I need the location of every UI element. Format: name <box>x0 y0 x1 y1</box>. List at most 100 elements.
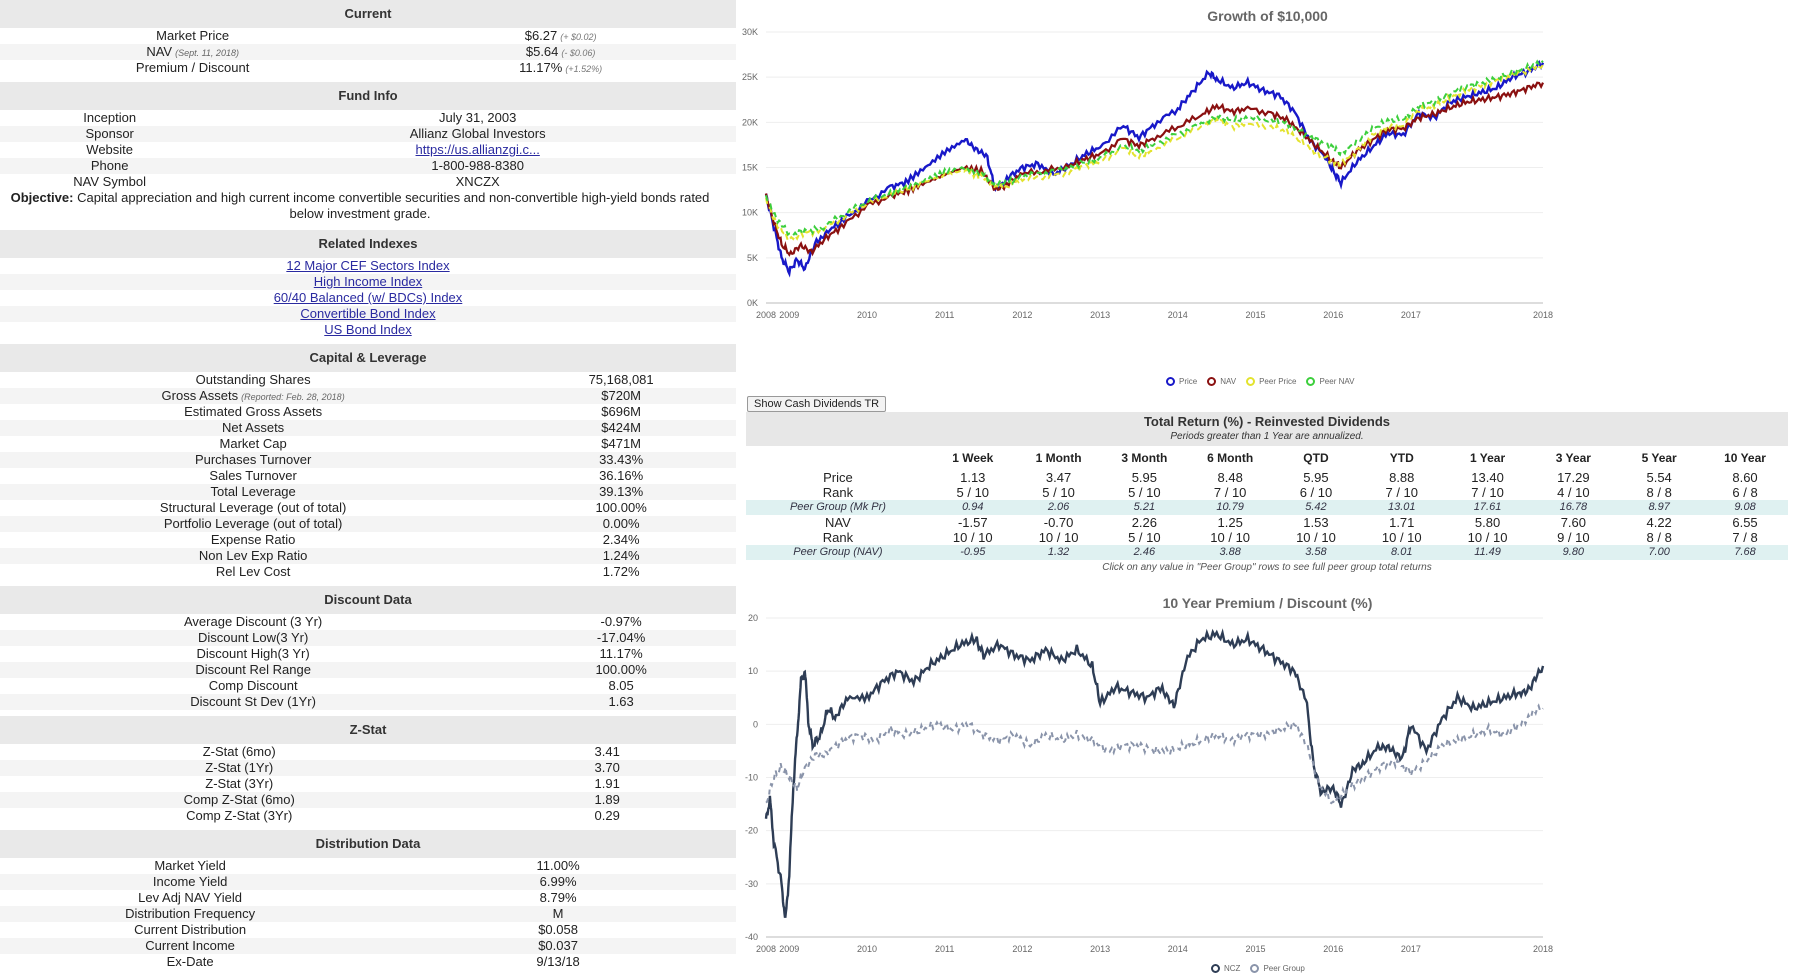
capital-leverage-value: 2.34% <box>602 532 640 547</box>
discount-data-value: 1.63 <box>608 694 634 709</box>
capital-leverage-label: Total Leverage <box>0 484 506 500</box>
show-cash-dividends-button[interactable]: Show Cash Dividends TR <box>747 396 887 412</box>
legend-marker-icon[interactable] <box>1207 377 1217 386</box>
legend-label[interactable]: Peer Price <box>1259 377 1297 386</box>
peer-group-value[interactable]: 8.01 <box>1358 545 1445 560</box>
x-tick-label: 2017 <box>1401 310 1421 320</box>
peer-group-value[interactable]: 10.79 <box>1187 500 1274 515</box>
fund-detail-panel: Current Market Price $6.27 (+ $0.02) NAV(… <box>0 0 736 970</box>
capital-leverage-value: $696M <box>601 404 641 419</box>
peer-group-value[interactable]: 8.97 <box>1616 500 1703 515</box>
fund-objective: Objective: Capital appreciation and high… <box>0 190 736 224</box>
distribution-data-label: Market Yield <box>0 858 380 874</box>
discount-data-row: Discount High(3 Yr) 11.17% <box>0 646 736 662</box>
discount-data-row: Discount Rel Range 100.00% <box>0 662 736 678</box>
peer-group-value[interactable]: 3.58 <box>1273 545 1359 560</box>
discount-data-label: Discount Low(3 Yr) <box>0 630 506 646</box>
related-index-link[interactable]: 60/40 Balanced (w/ BDCs) Index <box>273 290 463 305</box>
legend-marker-icon[interactable] <box>1166 377 1175 386</box>
legend-label[interactable]: Peer Group <box>1263 964 1305 973</box>
z-stat-label-text: Z-Stat (6mo) <box>202 744 276 759</box>
peer-group-value[interactable]: 13.01 <box>1358 500 1445 515</box>
peer-group-value[interactable]: 7.68 <box>1702 545 1788 560</box>
x-tick-label: 2008 <box>756 310 776 320</box>
y-tick-label: 15K <box>742 163 758 173</box>
total-return-value: 2.26 <box>1131 515 1158 530</box>
x-tick-label: 2018 <box>1533 310 1553 320</box>
fund-info-row: Phone 1-800-988-8380 <box>0 158 736 174</box>
related-index-link[interactable]: Convertible Bond Index <box>300 306 436 321</box>
discount-data-value: -0.97% <box>600 614 642 629</box>
y-tick-label: 25K <box>742 72 758 82</box>
peer-group-value[interactable]: 16.78 <box>1530 500 1617 515</box>
total-return-header: Total Return (%) - Reinvested Dividends … <box>746 412 1788 446</box>
distribution-data-row: Market Yield 11.00% <box>0 858 736 874</box>
capital-leverage-label-text: Expense Ratio <box>210 532 296 547</box>
fund-info-value: XNCZX <box>455 174 500 189</box>
legend-marker-icon[interactable] <box>1250 964 1260 973</box>
related-index-link[interactable]: 12 Major CEF Sectors Index <box>286 258 450 273</box>
peer-group-value[interactable]: 9.08 <box>1702 500 1788 515</box>
z-stat-label-text: Z-Stat (3Yr) <box>205 776 274 791</box>
capital-leverage-row: Estimated Gross Assets $696M <box>0 404 736 420</box>
total-return-value: 10 / 10 <box>1038 530 1079 545</box>
total-return-value: 7 / 10 <box>1385 485 1419 500</box>
capital-leverage-note: (Reported: Feb. 28, 2018) <box>241 392 345 402</box>
discount-data-label: Discount Rel Range <box>0 662 506 678</box>
discount-data-label-text: Discount Rel Range <box>195 662 311 677</box>
nav-row: NAV (Sept. 11, 2018) $5.64 (- $0.06) <box>0 44 736 60</box>
legend-label[interactable]: NCZ <box>1224 964 1241 973</box>
legend-marker-icon[interactable] <box>1211 964 1220 973</box>
growth-chart-title: Growth of $10,000 <box>1207 8 1328 24</box>
related-indexes-section: 12 Major CEF Sectors Index High Income I… <box>0 258 736 338</box>
peer-group-value[interactable]: 0.94 <box>929 500 1016 515</box>
discount-data-row: Average Discount (3 Yr) -0.97% <box>0 614 736 630</box>
legend-label[interactable]: Price <box>1179 377 1198 386</box>
peer-group-value[interactable]: 1.32 <box>1015 545 1102 560</box>
total-return-header-row: 1 Week 1 Month 3 Month 6 Month QTD YTD 1 Year 3… <box>746 446 1788 470</box>
peer-group-value[interactable]: 5.21 <box>1101 500 1188 515</box>
z-stat-label-text: Z-Stat (1Yr) <box>205 760 274 775</box>
peer-group-value[interactable]: 2.46 <box>1101 545 1188 560</box>
legend-label[interactable]: NAV <box>1220 377 1237 386</box>
legend-label[interactable]: Peer NAV <box>1319 377 1355 386</box>
x-tick-label: 2008 <box>756 944 776 954</box>
related-index-link[interactable]: US Bond Index <box>324 322 412 337</box>
objective-label: Objective: <box>10 190 74 205</box>
y-tick-label: -30 <box>745 879 758 889</box>
peer-group-row: Peer Group (Mk Pr) 0.94 2.06 5.21 10.79 5.42 1… <box>746 500 1788 515</box>
peer-group-value[interactable]: 11.49 <box>1444 545 1531 560</box>
peer-group-value[interactable]: 5.42 <box>1273 500 1359 515</box>
distribution-data-label-text: Lev Adj NAV Yield <box>138 890 242 905</box>
z-stat-row: Z-Stat (6mo) 3.41 <box>0 744 736 760</box>
total-return-title: Total Return (%) - Reinvested Dividends <box>1143 414 1391 429</box>
capital-leverage-label-text: Outstanding Shares <box>195 372 311 387</box>
capital-leverage-row: Market Cap $471M <box>0 436 736 452</box>
total-return-footnote: Click on any value in "Peer Group" rows … <box>1102 562 1432 573</box>
total-return-subtitle: Periods greater than 1 Year are annualiz… <box>1170 431 1364 442</box>
peer-group-value[interactable]: 17.61 <box>1444 500 1531 515</box>
discount-data-label-text: Discount St Dev (1Yr) <box>190 694 316 709</box>
legend-marker-icon[interactable] <box>1306 377 1316 386</box>
peer-group-value[interactable]: -0.95 <box>929 545 1016 560</box>
discount-data-label-text: Average Discount (3 Yr) <box>183 614 323 629</box>
x-tick-label: 2015 <box>1245 944 1265 954</box>
premium-discount-row: Premium / Discount 11.17% (+1.52%) <box>0 60 736 76</box>
related-index-link[interactable]: High Income Index <box>313 274 423 289</box>
peer-group-value[interactable]: 7.00 <box>1616 545 1703 560</box>
fund-info-label: Phone <box>90 158 129 173</box>
distribution-data-label: Current Distribution <box>0 922 380 938</box>
z-stat-label-text: Comp Z-Stat (6mo) <box>183 792 295 807</box>
market-price-row: Market Price $6.27 (+ $0.02) <box>0 28 736 44</box>
peer-group-value[interactable]: 3.88 <box>1187 545 1274 560</box>
z-stat-row: Z-Stat (1Yr) 3.70 <box>0 760 736 776</box>
peer-group-value[interactable]: 9.80 <box>1530 545 1617 560</box>
capital-leverage-row: Outstanding Shares 75,168,081 <box>0 372 736 388</box>
fund-info-label: Sponsor <box>85 126 134 141</box>
total-return-value: 6.55 <box>1732 515 1758 530</box>
website-link[interactable]: https://us.allianzgi.c... <box>415 142 540 157</box>
capital-leverage-value: $424M <box>601 420 641 435</box>
peer-group-value[interactable]: 2.06 <box>1015 500 1102 515</box>
legend-marker-icon[interactable] <box>1246 377 1256 386</box>
market-price-label: Market Price <box>156 28 230 43</box>
